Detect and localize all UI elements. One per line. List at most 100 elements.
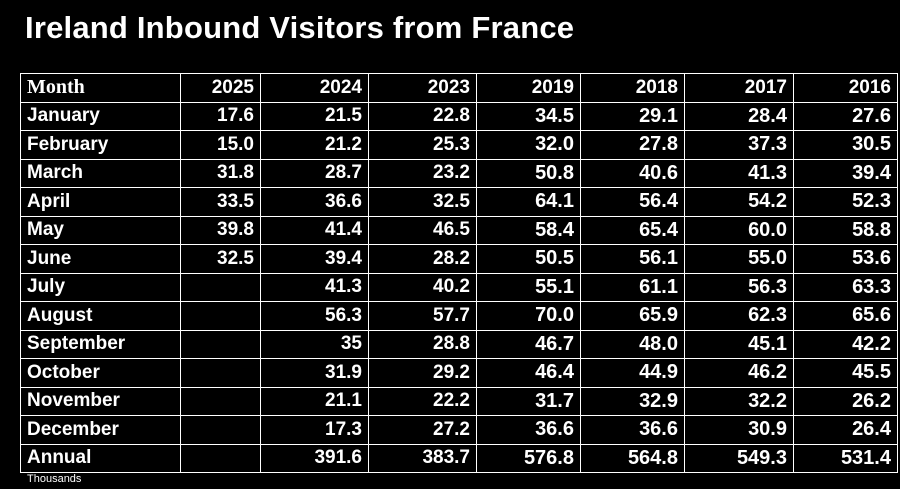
column-header-month: Month [20, 73, 181, 103]
value-cell [180, 415, 261, 445]
month-label: June [20, 244, 181, 274]
column-header-year: 2025 [180, 73, 261, 103]
value-cell: 32.5 [368, 187, 477, 217]
value-cell: 45.5 [793, 358, 898, 388]
value-cell: 40.2 [368, 272, 477, 302]
value-cell: 46.2 [684, 358, 794, 388]
value-cell: 28.4 [684, 101, 794, 131]
value-cell: 391.6 [260, 443, 369, 473]
value-cell: 50.5 [476, 244, 581, 274]
value-cell: 27.8 [580, 130, 685, 160]
value-cell: 28.2 [368, 244, 477, 274]
value-cell: 56.1 [580, 244, 685, 274]
value-cell: 33.5 [180, 187, 261, 217]
page-title: Ireland Inbound Visitors from France [25, 10, 575, 45]
value-cell: 65.9 [580, 301, 685, 331]
value-cell: 56.3 [684, 272, 794, 302]
value-cell: 58.8 [793, 215, 898, 245]
value-cell: 48.0 [580, 329, 685, 359]
value-cell: 35 [260, 329, 369, 359]
value-cell [180, 272, 261, 302]
month-label: February [20, 130, 181, 160]
value-cell: 31.9 [260, 358, 369, 388]
month-label: Annual [20, 443, 181, 473]
value-cell: 53.6 [793, 244, 898, 274]
value-cell: 44.9 [580, 358, 685, 388]
value-cell [180, 329, 261, 359]
column-header-year: 2024 [260, 73, 369, 103]
value-cell: 46.5 [368, 215, 477, 245]
value-cell [180, 386, 261, 416]
value-cell: 27.2 [368, 415, 477, 445]
value-cell: 39.8 [180, 215, 261, 245]
value-cell: 26.4 [793, 415, 898, 445]
table-row: July 41.3 40.2 55.1 61.1 56.3 63.3 [20, 272, 898, 302]
value-cell: 21.5 [260, 101, 369, 131]
value-cell: 29.1 [580, 101, 685, 131]
value-cell: 383.7 [368, 443, 477, 473]
month-label: May [20, 215, 181, 245]
value-cell: 32.2 [684, 386, 794, 416]
value-cell: 36.6 [260, 187, 369, 217]
value-cell: 32.0 [476, 130, 581, 160]
value-cell: 21.2 [260, 130, 369, 160]
value-cell [180, 301, 261, 331]
column-header-year: 2017 [684, 73, 794, 103]
value-cell: 37.3 [684, 130, 794, 160]
table-row: November 21.1 22.2 31.7 32.9 32.2 26.2 [20, 386, 898, 416]
value-cell: 30.9 [684, 415, 794, 445]
value-cell: 36.6 [580, 415, 685, 445]
column-header-year: 2019 [476, 73, 581, 103]
column-header-year: 2018 [580, 73, 685, 103]
visitors-table: Month 2025 2024 2023 2019 2018 2017 2016 Januar… [20, 73, 898, 473]
month-label: April [20, 187, 181, 217]
value-cell: 52.3 [793, 187, 898, 217]
value-cell: 70.0 [476, 301, 581, 331]
value-cell: 42.2 [793, 329, 898, 359]
value-cell: 17.3 [260, 415, 369, 445]
table-row: December 17.3 27.2 36.6 36.6 30.9 26.4 [20, 415, 898, 445]
table-header-row: Month 2025 2024 2023 2019 2018 2017 2016 [20, 73, 898, 103]
value-cell: 32.9 [580, 386, 685, 416]
month-label: November [20, 386, 181, 416]
table-row: May 39.8 41.4 46.5 58.4 65.4 60.0 58.8 [20, 215, 898, 245]
table-row: March 31.8 28.7 23.2 50.8 40.6 41.3 39.4 [20, 158, 898, 188]
value-cell: 46.4 [476, 358, 581, 388]
value-cell: 62.3 [684, 301, 794, 331]
value-cell [180, 358, 261, 388]
value-cell: 61.1 [580, 272, 685, 302]
value-cell: 56.3 [260, 301, 369, 331]
value-cell: 55.0 [684, 244, 794, 274]
value-cell: 40.6 [580, 158, 685, 188]
table-row: April 33.5 36.6 32.5 64.1 56.4 54.2 52.3 [20, 187, 898, 217]
value-cell: 28.8 [368, 329, 477, 359]
annual-total-row: Annual 391.6 383.7 576.8 564.8 549.3 531.4 [20, 443, 898, 473]
column-header-year: 2023 [368, 73, 477, 103]
value-cell: 57.7 [368, 301, 477, 331]
value-cell: 22.8 [368, 101, 477, 131]
month-label: July [20, 272, 181, 302]
month-label: March [20, 158, 181, 188]
value-cell: 36.6 [476, 415, 581, 445]
table-row: June 32.5 39.4 28.2 50.5 56.1 55.0 53.6 [20, 244, 898, 274]
value-cell: 39.4 [793, 158, 898, 188]
value-cell: 65.6 [793, 301, 898, 331]
value-cell: 576.8 [476, 443, 581, 473]
value-cell: 54.2 [684, 187, 794, 217]
table-row: January 17.6 21.5 22.8 34.5 29.1 28.4 27.6 [20, 101, 898, 131]
value-cell: 31.7 [476, 386, 581, 416]
value-cell: 23.2 [368, 158, 477, 188]
value-cell: 65.4 [580, 215, 685, 245]
value-cell: 63.3 [793, 272, 898, 302]
value-cell: 56.4 [580, 187, 685, 217]
month-label: September [20, 329, 181, 359]
table-row: August 56.3 57.7 70.0 65.9 62.3 65.6 [20, 301, 898, 331]
value-cell [180, 443, 261, 473]
value-cell: 60.0 [684, 215, 794, 245]
value-cell: 31.8 [180, 158, 261, 188]
value-cell: 30.5 [793, 130, 898, 160]
month-label: December [20, 415, 181, 445]
value-cell: 17.6 [180, 101, 261, 131]
table-row: September 35 28.8 46.7 48.0 45.1 42.2 [20, 329, 898, 359]
value-cell: 27.6 [793, 101, 898, 131]
